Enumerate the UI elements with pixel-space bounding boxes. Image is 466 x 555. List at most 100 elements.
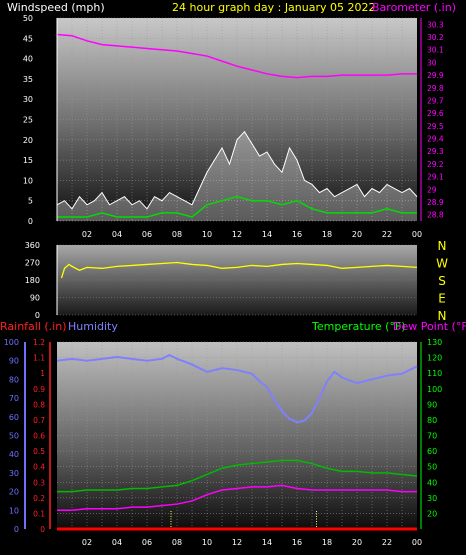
wind-y-tick-label: 0 — [28, 217, 33, 226]
temperature-y-tick-label: 100 — [427, 385, 442, 394]
humidity-line — [56, 353, 418, 424]
rainfall-axis-title: Rainfall (.in) — [0, 320, 67, 333]
humidity-y-tick-label: 0 — [14, 525, 19, 534]
wind-axis-title: Windspeed (mph) — [7, 1, 105, 14]
barometer-y-tick-label: 29.2 — [427, 160, 444, 169]
rainfall-y-tick-label: 1 — [40, 369, 45, 378]
humidity-y-tick-label: 20 — [9, 488, 19, 497]
humidity-y-tick-label: 80 — [9, 375, 19, 384]
climate-series — [56, 353, 418, 531]
temperature-y-tick-label: 20 — [427, 509, 437, 518]
humidity-y-tick-label: 70 — [9, 394, 19, 403]
climate-x-tick-label: 10 — [202, 538, 212, 547]
climate-x-tick-label: 06 — [142, 538, 152, 547]
wind-x-tick-label: 04 — [112, 230, 122, 239]
compass-label: S — [438, 274, 446, 288]
wind-y-tick-label: 15 — [23, 156, 33, 165]
wind-axis-ticks: 0 5 10 15 20 25 30 35 40 45 50 28.8 28.9 29 29.1 29.2 29… — [23, 14, 444, 239]
rainfall-y-tick-label: 0.6 — [33, 432, 45, 441]
temperature-y-tick-label: 130 — [427, 338, 442, 347]
barometer-line — [56, 33, 417, 79]
humidity-y-tick-label: 10 — [9, 506, 19, 515]
direction-y-tick-label: 360 — [25, 241, 40, 250]
direction-series — [60, 261, 418, 279]
rainfall-y-tick-label: 0.7 — [33, 416, 45, 425]
compass-label: W — [436, 257, 448, 271]
wind-x-tick-label: 14 — [262, 230, 272, 239]
wind-x-tick-label: 18 — [322, 230, 332, 239]
barometer-y-tick-label: 28.8 — [427, 211, 444, 220]
temperature-y-tick-label: 90 — [427, 400, 437, 409]
barometer-axis-title: Barometer (.in) — [372, 1, 456, 14]
rainfall-y-tick-label: 0 — [40, 525, 45, 534]
rainfall-y-tick-label: 0.1 — [33, 509, 45, 518]
barometer-y-tick-label: 29.8 — [427, 84, 444, 93]
temperature-y-tick-label: 60 — [427, 447, 437, 456]
wind-y-tick-label: 25 — [23, 116, 33, 125]
humidity-y-tick-label: 60 — [9, 413, 19, 422]
wind-x-tick-label: 06 — [142, 230, 152, 239]
wind-y-tick-label: 35 — [23, 75, 33, 84]
rainfall-y-tick-label: 1.1 — [33, 354, 45, 363]
rainfall-y-tick-label: 0.2 — [33, 494, 45, 503]
barometer-y-tick-label: 30 — [427, 58, 437, 67]
wind-y-tick-label: 30 — [23, 95, 33, 104]
climate-x-tick-label: 14 — [262, 538, 272, 547]
humidity-axis-title: Humidity — [68, 320, 118, 333]
barometer-y-tick-label: 30.1 — [427, 46, 444, 55]
barometer-y-tick-label: 29.4 — [427, 135, 444, 144]
climate-x-tick-label: 00 — [412, 538, 422, 547]
wind-x-tick-label: 02 — [82, 230, 92, 239]
temperature-axis-title: Temperature (°F) — [311, 320, 406, 333]
humidity-y-tick-label: 50 — [9, 432, 19, 441]
climate-x-tick-label: 08 — [172, 538, 182, 547]
direction-grid — [57, 244, 417, 316]
rainfall-y-tick-label: 0.4 — [33, 463, 45, 472]
wind-grid — [57, 17, 417, 222]
direction-axis-ticks: 0 90 180 270 360 — [25, 241, 58, 320]
temperature-y-tick-label: 80 — [427, 416, 437, 425]
wind-y-tick-label: 10 — [23, 176, 33, 185]
direction-y-tick-label: 90 — [30, 294, 40, 303]
barometer-y-tick-label: 30.2 — [427, 33, 444, 42]
wind-y-tick-label: 45 — [23, 34, 33, 43]
compass-label: N — [438, 309, 447, 323]
barometer-y-tick-label: 29.5 — [427, 122, 444, 131]
barometer-y-tick-label: 29.3 — [427, 147, 444, 156]
humidity-y-tick-label: 100 — [4, 338, 19, 347]
barometer-y-tick-label: 29 — [427, 185, 437, 194]
temperature-y-tick-label: 50 — [427, 463, 437, 472]
climate-x-tick-label: 20 — [352, 538, 362, 547]
climate-x-tick-label: 16 — [292, 538, 302, 547]
chart-date-title: 24 hour graph day : January 05 2022 — [172, 1, 376, 14]
wind-y-tick-label: 5 — [28, 197, 33, 206]
barometer-y-tick-label: 29.9 — [427, 71, 444, 80]
rainfall-y-tick-label: 0.8 — [33, 400, 45, 409]
wind-x-tick-label: 12 — [232, 230, 242, 239]
wind-y-tick-label: 40 — [23, 55, 33, 64]
rainfall-y-tick-label: 1.2 — [33, 338, 45, 347]
direction-line — [60, 261, 418, 279]
rainfall-y-tick-label: 0.9 — [33, 385, 45, 394]
climate-x-tick-label: 18 — [322, 538, 332, 547]
direction-y-tick-label: 270 — [25, 259, 40, 268]
rainfall-y-tick-label: 0.5 — [33, 447, 45, 456]
direction-y-tick-label: 0 — [35, 311, 40, 320]
climate-axis-ticks: 010203040506070809010000.10.20.30.40.50.… — [4, 338, 443, 547]
wind-x-tick-label: 22 — [382, 230, 392, 239]
temperature-y-tick-label: 30 — [427, 494, 437, 503]
wind-y-tick-label: 50 — [23, 14, 33, 23]
wind-x-tick-label: 20 — [352, 230, 362, 239]
barometer-y-tick-label: 29.7 — [427, 96, 444, 105]
wind-average-line — [57, 195, 417, 218]
wind-x-tick-label: 00 — [412, 230, 422, 239]
compass-label: E — [438, 292, 446, 306]
direction-y-tick-label: 180 — [25, 276, 40, 285]
wind-gust-area — [57, 131, 417, 221]
temperature-y-tick-label: 70 — [427, 432, 437, 441]
wind-x-tick-label: 10 — [202, 230, 212, 239]
humidity-y-tick-label: 90 — [9, 357, 19, 366]
climate-x-tick-label: 04 — [112, 538, 122, 547]
